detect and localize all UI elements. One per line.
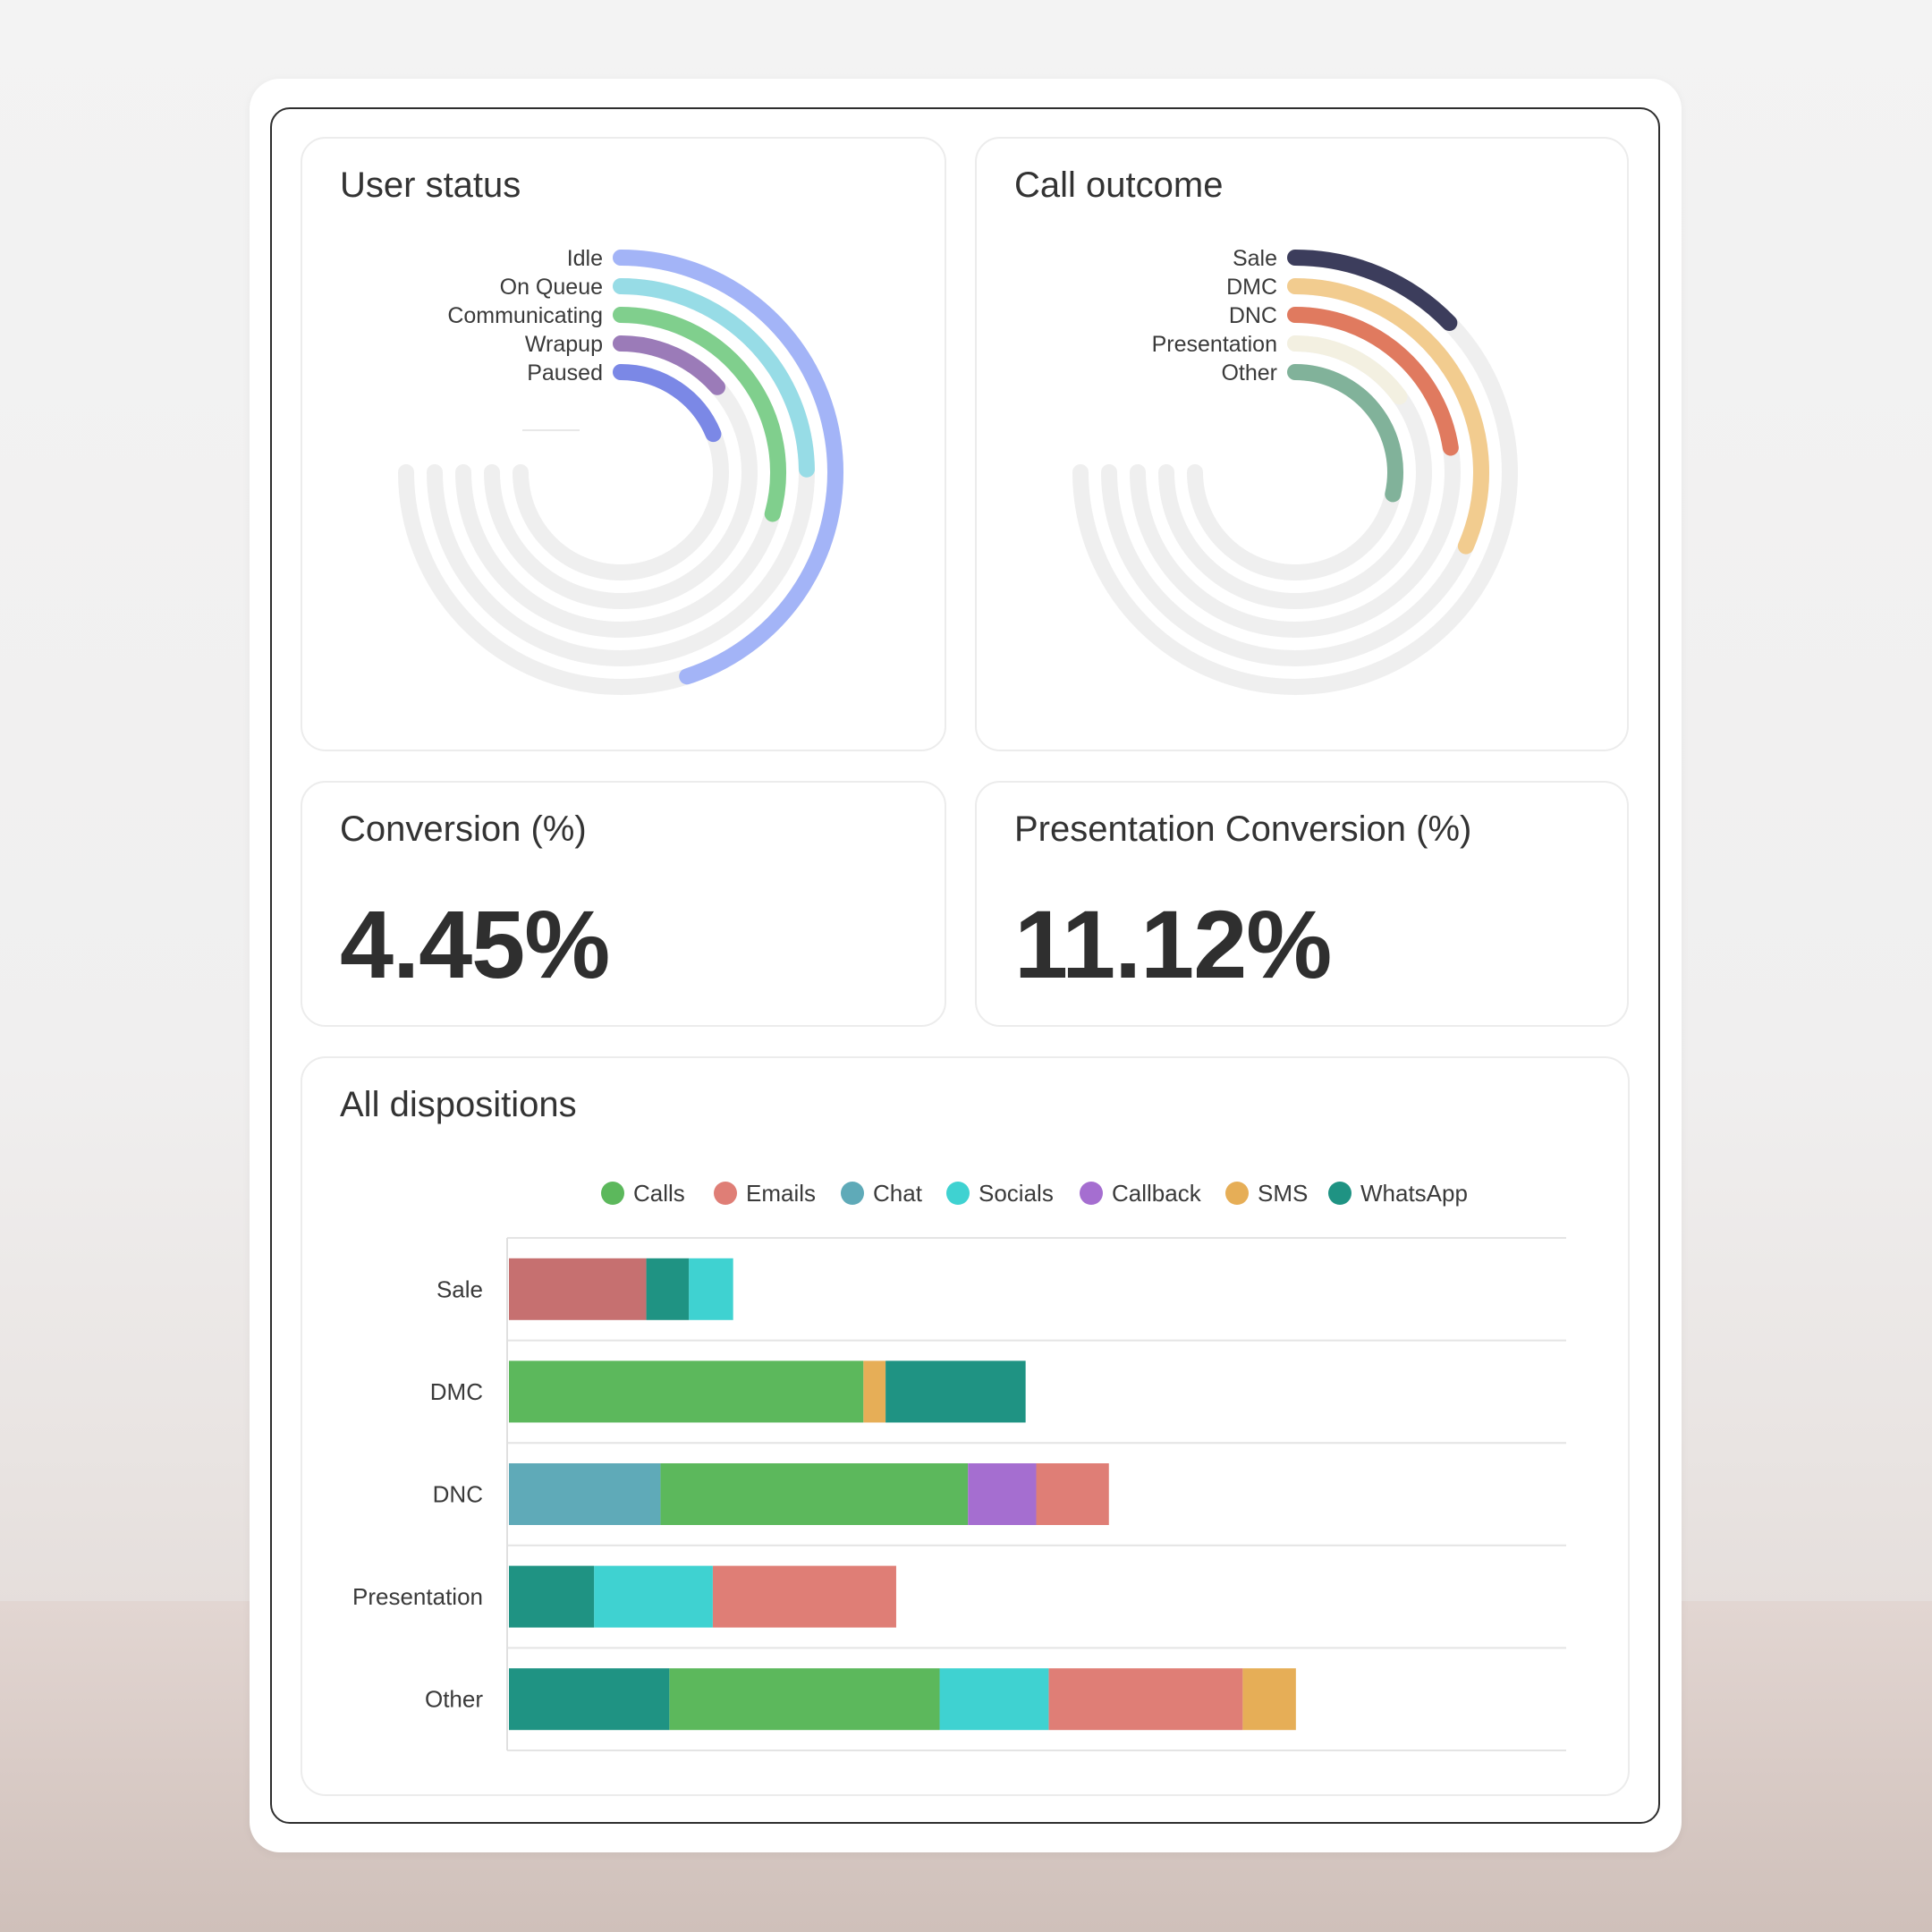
dispositions-chart: Calls Emails Chat Socials Callback SMS WhatsAp… [352, 1180, 1566, 1751]
legend-label-whatsapp: WhatsApp [1360, 1180, 1468, 1207]
user-status-arc-on-queue[interactable] [613, 278, 815, 478]
user-status-card: User status Idle On Queue Communicating Wra… [301, 137, 946, 751]
call-outcome-arc-dnc[interactable] [1287, 307, 1459, 456]
bar-other-socials[interactable] [939, 1668, 1049, 1731]
legend-item-emails[interactable]: Emails [714, 1180, 816, 1207]
bar-presentation-socials[interactable] [594, 1565, 713, 1628]
call-outcome-chart: Sale DMC DNC Presentation Other [1072, 246, 1518, 695]
user-status-arc-communicating[interactable] [613, 307, 786, 522]
bar-other-sms[interactable] [1242, 1668, 1296, 1731]
user-status-title: User status [340, 165, 521, 205]
call-outcome-label-dnc: DNC [1229, 303, 1277, 328]
legend-label-socials: Socials [979, 1180, 1054, 1207]
presentation-conversion-card: Presentation Conversion (%) 11.12% [975, 781, 1629, 1027]
legend-item-whatsapp[interactable]: WhatsApp [1328, 1180, 1468, 1207]
bar-presentation-emails[interactable] [712, 1565, 896, 1628]
bar-other-calls[interactable] [669, 1668, 940, 1731]
category-label-presentation: Presentation [352, 1583, 483, 1610]
bar-dnc-chat[interactable] [509, 1463, 661, 1525]
legend-dot-calls [601, 1182, 624, 1205]
conversion-title: Conversion (%) [340, 809, 587, 849]
call-outcome-arc-other[interactable] [1287, 364, 1403, 503]
legend-label-callback: Callback [1112, 1180, 1202, 1207]
category-label-dmc: DMC [430, 1378, 483, 1405]
category-label-dnc: DNC [433, 1481, 483, 1508]
bar-dmc-whatsapp[interactable] [886, 1360, 1026, 1423]
call-outcome-label-dmc: DMC [1226, 275, 1277, 300]
user-status-label-communicating: Communicating [447, 303, 603, 328]
call-outcome-arc-presentation[interactable] [1287, 335, 1408, 405]
presentation-conversion-title: Presentation Conversion (%) [1014, 809, 1472, 849]
user-status-arc-idle[interactable] [613, 250, 843, 685]
conversion-card: Conversion (%) 4.45% [301, 781, 946, 1027]
bar-dnc-callback[interactable] [968, 1463, 1037, 1525]
bar-sale-emails[interactable] [509, 1258, 647, 1320]
legend-dot-callback [1080, 1182, 1103, 1205]
bar-dnc-emails[interactable] [1036, 1463, 1109, 1525]
user-status-chart: Idle On Queue Communicating Wrapup Paused [398, 246, 843, 695]
legend-item-sms[interactable]: SMS [1225, 1180, 1308, 1207]
legend-dot-chat [841, 1182, 864, 1205]
call-outcome-label-presentation: Presentation [1152, 332, 1277, 357]
legend-label-sms: SMS [1258, 1180, 1308, 1207]
call-outcome-title: Call outcome [1014, 165, 1224, 205]
bar-dnc-calls[interactable] [660, 1463, 969, 1525]
dispositions-title: All dispositions [340, 1085, 577, 1124]
legend-dot-emails [714, 1182, 737, 1205]
call-outcome-card: Call outcome Sale DMC DNC Presentation Other [975, 137, 1629, 751]
user-status-arc-paused[interactable] [613, 364, 722, 443]
bar-other-whatsapp[interactable] [509, 1668, 670, 1731]
presentation-conversion-value: 11.12% [1014, 890, 1332, 998]
call-outcome-label-other: Other [1221, 360, 1277, 386]
user-status-label-wrapup: Wrapup [525, 332, 603, 357]
bar-sale-socials[interactable] [689, 1258, 733, 1320]
dispositions-card: All dispositions Calls Emails Chat Socials C… [301, 1056, 1630, 1796]
legend-dot-whatsapp [1328, 1182, 1352, 1205]
conversion-value: 4.45% [340, 890, 610, 998]
legend-item-socials[interactable]: Socials [946, 1180, 1054, 1207]
legend-dot-sms [1225, 1182, 1249, 1205]
legend-item-chat[interactable]: Chat [841, 1180, 923, 1207]
bar-sale-whatsapp[interactable] [646, 1258, 690, 1320]
dispositions-legend: Calls Emails Chat Socials Callback SMS WhatsAp… [601, 1180, 1468, 1207]
call-outcome-arc-sale[interactable] [1287, 250, 1458, 331]
legend-label-calls: Calls [633, 1180, 685, 1207]
user-status-label-on-queue: On Queue [500, 275, 603, 300]
user-status-label-idle: Idle [567, 246, 603, 271]
bar-dmc-sms[interactable] [863, 1360, 886, 1423]
bar-presentation-whatsapp[interactable] [509, 1565, 595, 1628]
call-outcome-arc-dmc[interactable] [1287, 278, 1489, 555]
legend-label-emails: Emails [746, 1180, 816, 1207]
legend-dot-socials [946, 1182, 970, 1205]
user-status-label-paused: Paused [527, 360, 603, 386]
bar-other-emails[interactable] [1048, 1668, 1243, 1731]
legend-label-chat: Chat [873, 1180, 923, 1207]
call-outcome-label-sale: Sale [1233, 246, 1277, 271]
user-status-arc-wrapup[interactable] [613, 335, 726, 395]
category-label-other: Other [425, 1686, 483, 1713]
bar-dmc-calls[interactable] [509, 1360, 864, 1423]
category-label-sale: Sale [436, 1275, 483, 1302]
legend-item-calls[interactable]: Calls [601, 1180, 685, 1207]
legend-item-callback[interactable]: Callback [1080, 1180, 1202, 1207]
